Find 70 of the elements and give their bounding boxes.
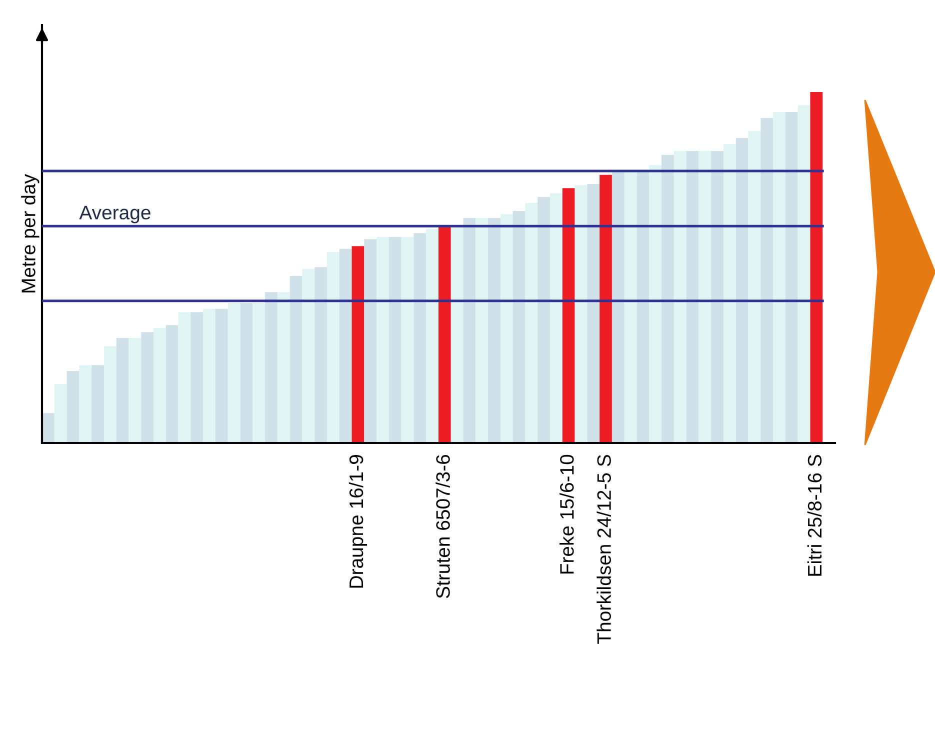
x-tick-label: Draupne 16/1-9 — [348, 455, 368, 588]
bar — [178, 312, 191, 443]
bar — [54, 384, 67, 443]
bar — [252, 302, 266, 443]
bar — [215, 308, 228, 443]
bar — [450, 227, 464, 443]
y-axis-title: Metre per day — [21, 174, 40, 292]
bar — [649, 165, 662, 443]
bar — [414, 233, 426, 443]
bar — [426, 228, 438, 443]
bar — [128, 338, 142, 443]
bar — [636, 172, 650, 443]
bar — [352, 246, 364, 443]
bar — [574, 185, 588, 443]
bar — [624, 172, 637, 443]
bar — [277, 292, 290, 443]
bar — [228, 302, 240, 443]
bar — [525, 202, 538, 443]
bar — [550, 193, 562, 443]
bar — [339, 248, 352, 443]
bar — [476, 218, 488, 443]
x-tick-label: Eitri 25/8-16 S — [807, 454, 822, 576]
bar — [104, 346, 116, 443]
bar — [500, 214, 513, 443]
bar — [748, 130, 761, 443]
bar — [79, 365, 92, 443]
bar — [723, 144, 736, 443]
bar — [154, 328, 166, 443]
bar — [314, 267, 327, 443]
ref-line-label: Average — [79, 206, 150, 224]
bar — [401, 236, 414, 443]
bar — [376, 236, 389, 443]
bar — [290, 276, 302, 443]
bar — [674, 150, 686, 443]
bar — [141, 332, 154, 443]
bar — [438, 227, 451, 443]
bar — [92, 365, 104, 443]
bar — [488, 218, 500, 443]
bar — [512, 210, 526, 443]
x-tick-label: Freke 15/6-10 — [560, 454, 574, 574]
bar — [42, 413, 54, 443]
bar — [798, 104, 810, 443]
bar — [364, 239, 377, 443]
bar — [326, 252, 340, 443]
x-tick-label: Struten 6507/3-6 — [436, 454, 450, 598]
bar — [538, 196, 550, 443]
bar — [203, 308, 216, 443]
bar — [760, 118, 774, 443]
bar — [662, 154, 674, 443]
bar — [66, 371, 80, 443]
bar — [240, 302, 253, 443]
bar — [711, 150, 724, 443]
bar — [388, 236, 402, 443]
bar — [116, 338, 129, 443]
bar — [612, 172, 624, 443]
bar — [265, 292, 278, 443]
bar — [600, 174, 612, 443]
bar — [810, 92, 823, 443]
bar — [686, 150, 699, 443]
bar — [166, 325, 178, 443]
bar — [785, 112, 798, 443]
bar — [562, 188, 575, 443]
bar — [302, 268, 315, 443]
bar — [190, 312, 204, 443]
bar — [773, 112, 786, 443]
x-tick-label: Thorkildsen 24/12-5 S — [596, 454, 611, 644]
bar — [587, 184, 600, 443]
bar — [463, 218, 476, 443]
bar — [736, 138, 748, 443]
bar — [698, 150, 712, 443]
